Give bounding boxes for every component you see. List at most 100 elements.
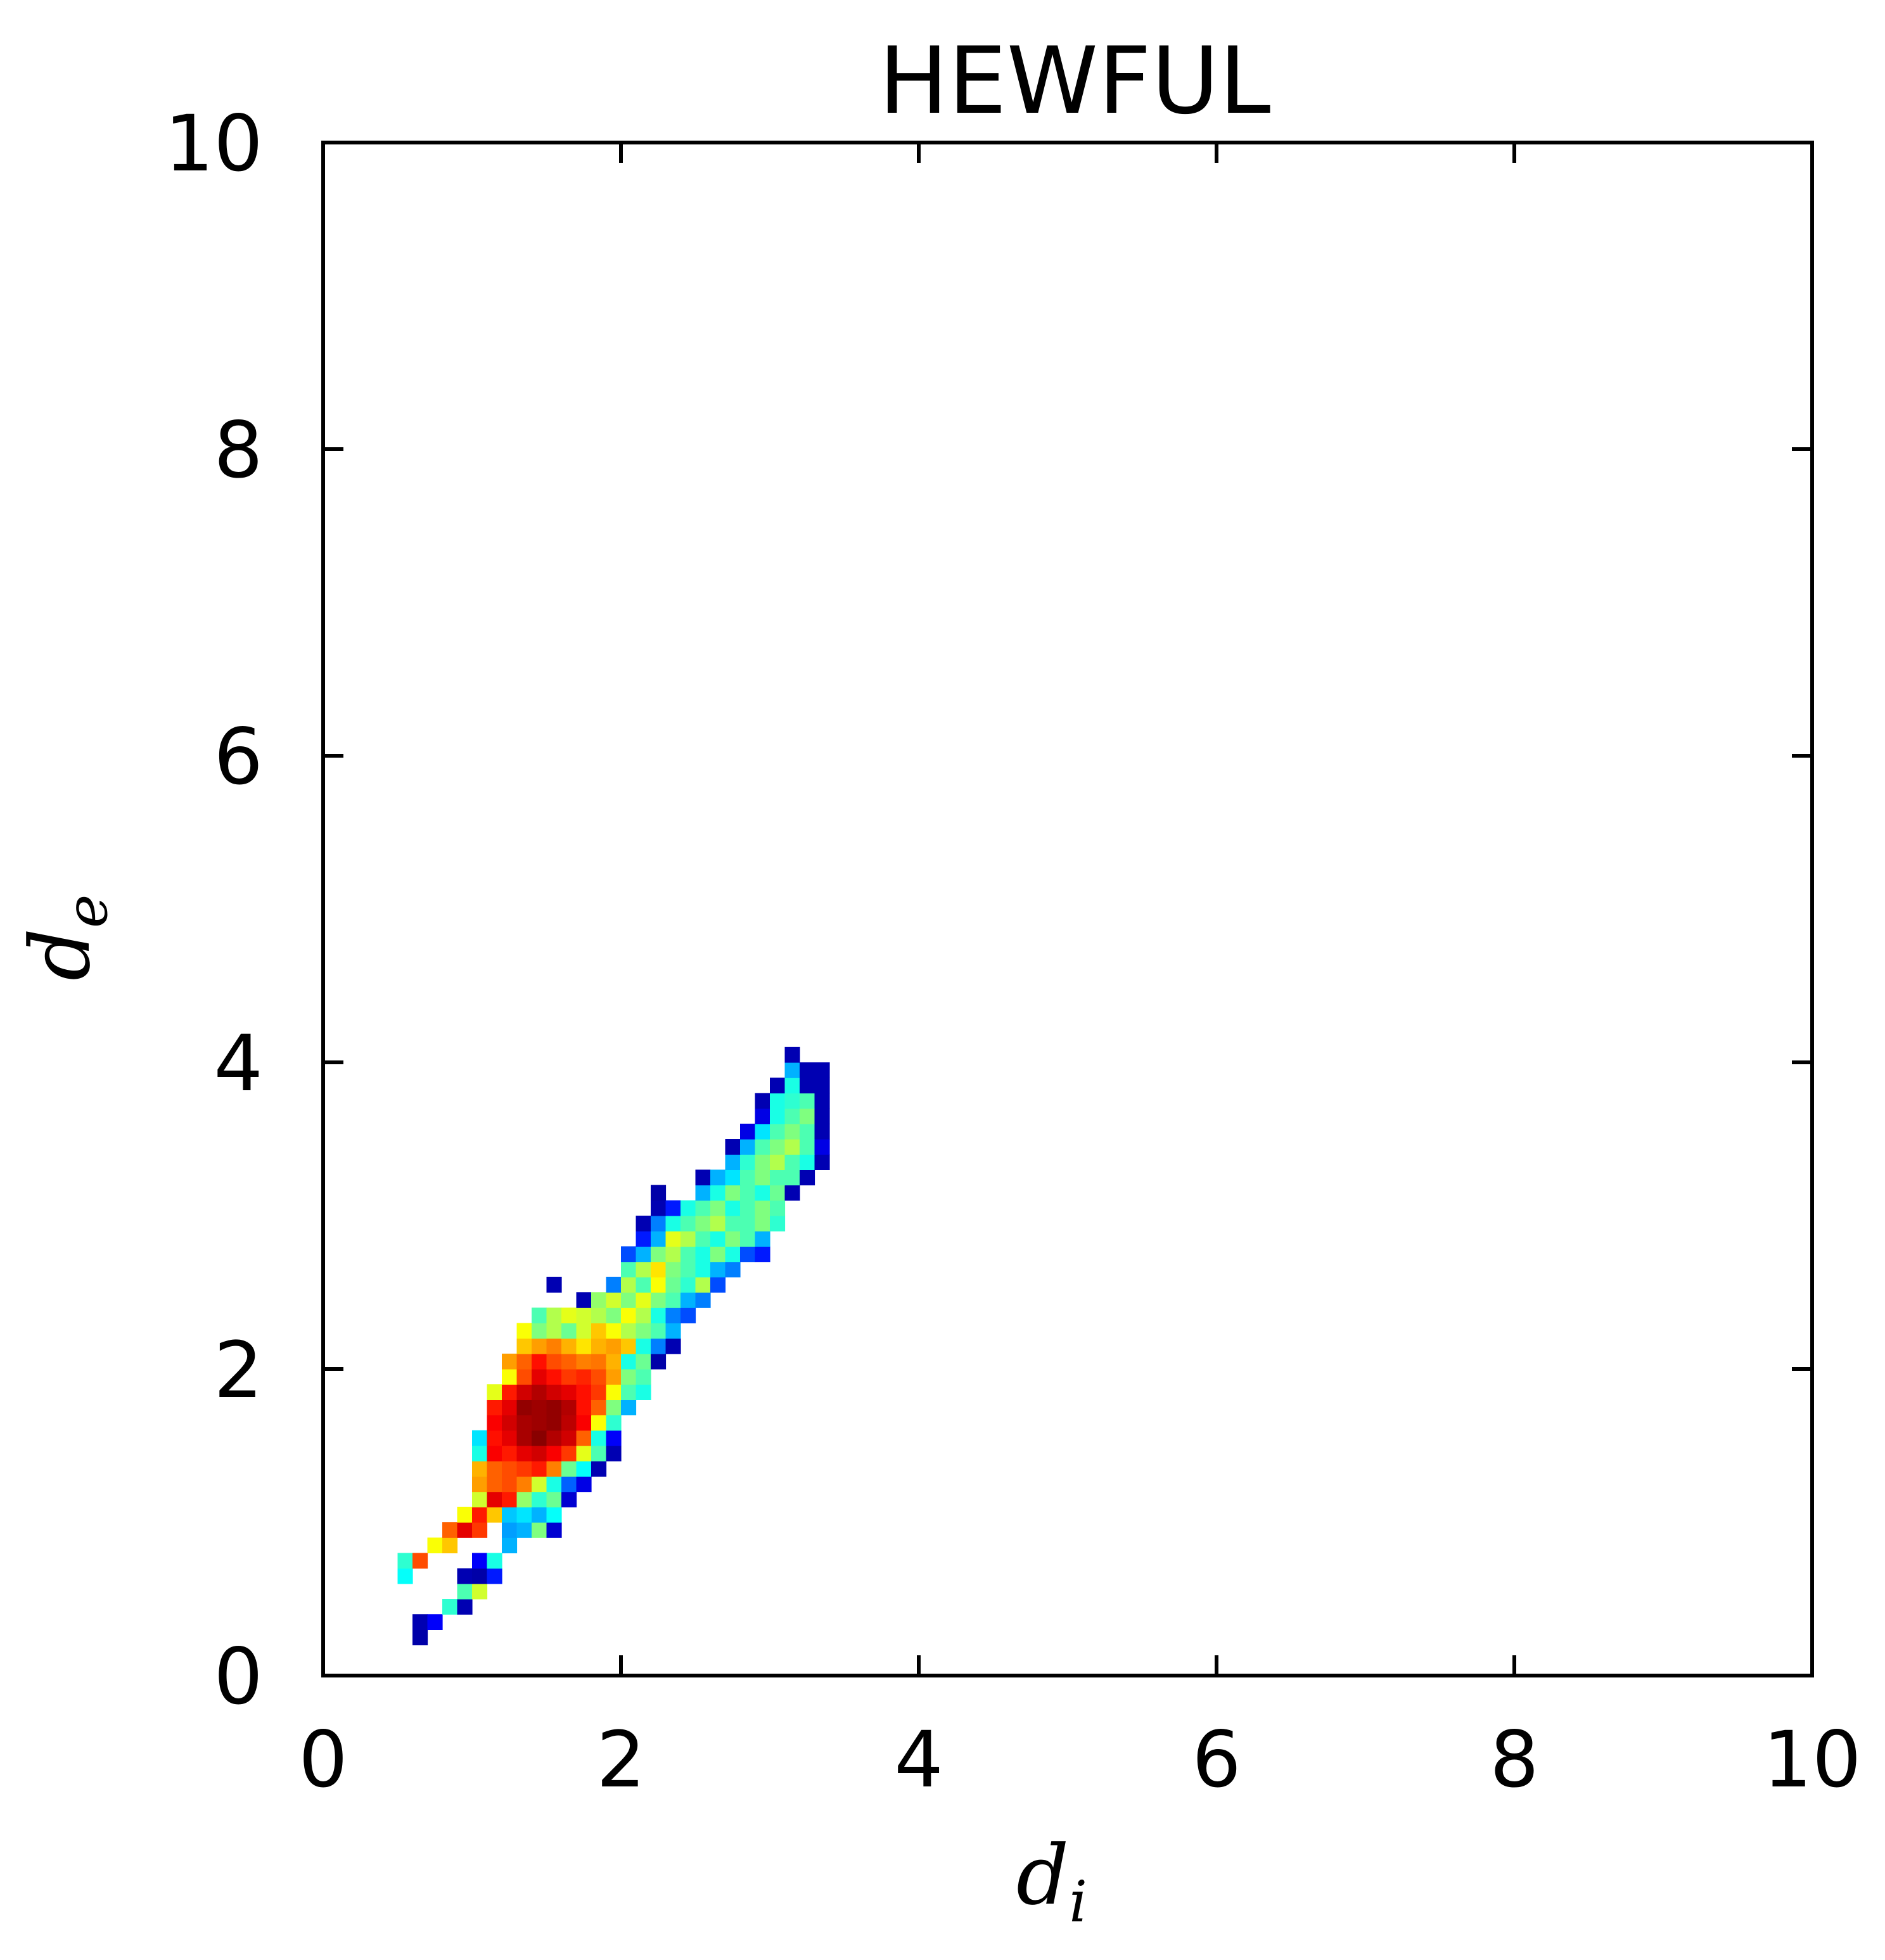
heatmap-cell-144 xyxy=(606,1323,622,1339)
heatmap-cell-136 xyxy=(651,1338,667,1354)
heatmap-cell-262 xyxy=(784,1108,800,1124)
heatmap-cell-210 xyxy=(710,1216,726,1231)
heatmap-cell-120 xyxy=(561,1353,577,1370)
heatmap-cell-230 xyxy=(770,1185,786,1201)
heatmap-cell-122 xyxy=(591,1353,607,1370)
heatmap-cell-237 xyxy=(770,1169,786,1186)
heatmap-cell-59 xyxy=(516,1446,532,1461)
heatmap-cell-214 xyxy=(770,1216,786,1231)
heatmap-cell-166 xyxy=(665,1292,681,1308)
heatmap-cell-52 xyxy=(546,1461,562,1477)
heatmap-cell-72 xyxy=(561,1430,577,1446)
heatmap-cell-220 xyxy=(725,1200,741,1216)
heatmap-cell-257 xyxy=(784,1123,800,1140)
y-axis-label: de xyxy=(12,894,120,981)
x-tick-label-4: 8 xyxy=(1490,1715,1539,1805)
heatmap-cell-86 xyxy=(502,1399,518,1416)
heatmap-cell-217 xyxy=(681,1200,696,1216)
heatmap-cell-128 xyxy=(532,1338,547,1354)
heatmap-cell-247 xyxy=(725,1139,741,1155)
heatmap-cell-38 xyxy=(561,1491,577,1508)
heatmap-cell-29 xyxy=(516,1506,532,1523)
heatmap-cell-249 xyxy=(755,1139,770,1155)
heatmap-cell-61 xyxy=(546,1446,562,1461)
heatmap-cell-149 xyxy=(532,1308,547,1323)
heatmap-cell-19 xyxy=(457,1522,473,1538)
heatmap-cell-248 xyxy=(740,1139,756,1155)
heatmap-cell-62 xyxy=(561,1446,577,1461)
heatmap-cell-113 xyxy=(606,1369,622,1385)
heatmap-cell-46 xyxy=(576,1476,592,1492)
y-axis-label-subscript: e xyxy=(54,894,120,928)
heatmap-cell-74 xyxy=(591,1430,607,1446)
heatmap-cell-110 xyxy=(561,1369,577,1385)
heatmap-cell-119 xyxy=(546,1353,562,1370)
heatmap-cell-165 xyxy=(651,1292,667,1308)
heatmap-cell-175 xyxy=(681,1276,696,1293)
heatmap-cell-85 xyxy=(487,1399,502,1416)
heatmap-cell-225 xyxy=(695,1185,711,1201)
heatmap-cell-54 xyxy=(576,1461,592,1477)
heatmap-cell-223 xyxy=(770,1200,786,1216)
heatmap-cell-3 xyxy=(442,1599,458,1615)
heatmap-cell-222 xyxy=(755,1200,770,1216)
heatmap-cell-194 xyxy=(740,1246,756,1263)
heatmap-cell-181 xyxy=(665,1261,681,1278)
heatmap-cell-188 xyxy=(651,1246,667,1263)
heatmap-cell-156 xyxy=(636,1308,651,1323)
heatmap-cell-145 xyxy=(621,1323,637,1339)
heatmap-cell-48 xyxy=(487,1461,502,1477)
x-axis-label-symbol: d xyxy=(1016,1827,1069,1923)
heatmap-cell-216 xyxy=(665,1200,681,1216)
heatmap-cell-258 xyxy=(800,1123,815,1140)
heatmap-cell-192 xyxy=(710,1246,726,1263)
heatmap-cell-92 xyxy=(591,1399,607,1416)
heatmap-cell-137 xyxy=(665,1338,681,1354)
heatmap-cell-95 xyxy=(487,1384,502,1400)
heatmap-cell-70 xyxy=(532,1430,547,1446)
heatmap-cell-83 xyxy=(591,1415,607,1431)
heatmap-cell-40 xyxy=(487,1476,502,1492)
heatmap-cell-22 xyxy=(516,1522,532,1538)
heatmap-cell-112 xyxy=(591,1369,607,1385)
heatmap-cell-241 xyxy=(740,1154,756,1170)
heatmap-cell-183 xyxy=(695,1261,711,1278)
heatmap-cell-157 xyxy=(651,1308,667,1323)
heatmap-cell-273 xyxy=(814,1078,830,1093)
heatmap-cell-234 xyxy=(725,1169,741,1186)
heatmap-cell-79 xyxy=(532,1415,547,1431)
heatmap-cell-269 xyxy=(814,1093,830,1109)
heatmap-cell-25 xyxy=(457,1506,473,1523)
heatmap-cell-255 xyxy=(755,1123,770,1140)
heatmap-cell-102 xyxy=(591,1384,607,1400)
heatmap-cell-126 xyxy=(651,1353,667,1370)
heatmap-cell-252 xyxy=(800,1139,815,1155)
heatmap-cell-264 xyxy=(814,1108,830,1124)
heatmap-cell-179 xyxy=(636,1261,651,1278)
heatmap-cell-186 xyxy=(621,1246,637,1263)
heatmap-cell-88 xyxy=(532,1399,547,1416)
heatmap-cell-138 xyxy=(516,1323,532,1339)
heatmap-cell-202 xyxy=(725,1231,741,1247)
heatmap-cell-167 xyxy=(681,1292,696,1308)
heatmap-cell-207 xyxy=(665,1216,681,1231)
heatmap-cell-205 xyxy=(636,1216,651,1231)
y-tick-label-5: 10 xyxy=(165,99,263,189)
heatmap-cell-263 xyxy=(800,1108,815,1124)
heatmap-cell-124 xyxy=(621,1353,637,1370)
heatmap-cell-159 xyxy=(681,1308,696,1323)
heatmap-cell-178 xyxy=(621,1261,637,1278)
heatmap-cell-172 xyxy=(636,1276,651,1293)
heatmap-cell-21 xyxy=(502,1522,518,1538)
heatmap-cell-152 xyxy=(576,1308,592,1323)
heatmap-cell-51 xyxy=(532,1461,547,1477)
heatmap-cell-239 xyxy=(800,1169,815,1186)
heatmap-cell-123 xyxy=(606,1353,622,1370)
heatmap-cell-256 xyxy=(770,1123,786,1140)
heatmap-cell-169 xyxy=(546,1276,562,1293)
heatmap-cell-211 xyxy=(725,1216,741,1231)
y-tick-labels: 0 2 4 6 8 10 xyxy=(165,99,263,1722)
heatmap-cell-53 xyxy=(561,1461,577,1477)
heatmap-cell-82 xyxy=(576,1415,592,1431)
